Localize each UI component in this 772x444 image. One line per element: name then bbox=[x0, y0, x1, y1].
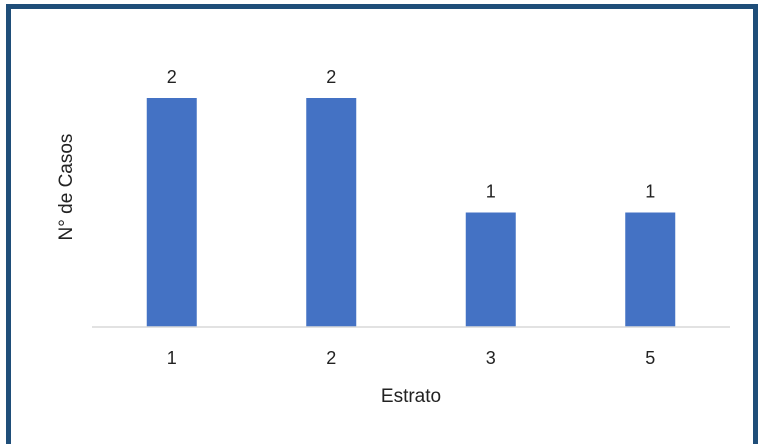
data-label-2: 2 bbox=[326, 67, 336, 87]
x-tick-2: 2 bbox=[326, 348, 336, 368]
data-label-3: 1 bbox=[486, 182, 496, 202]
y-axis-label: N° de Casos bbox=[56, 134, 77, 241]
bars-group bbox=[146, 98, 676, 327]
x-tick-3: 3 bbox=[486, 348, 496, 368]
x-tick-1: 1 bbox=[167, 348, 177, 368]
bar-5 bbox=[625, 212, 676, 327]
x-tick-labels: 1 2 3 5 bbox=[167, 348, 656, 368]
bar-3 bbox=[465, 212, 516, 327]
x-tick-5: 5 bbox=[645, 348, 655, 368]
x-axis-label: Estrato bbox=[381, 386, 441, 407]
bar-2 bbox=[306, 98, 357, 327]
data-label-5: 1 bbox=[645, 182, 655, 202]
data-label-1: 2 bbox=[167, 67, 177, 87]
data-labels-group: 2 2 1 1 bbox=[167, 67, 656, 202]
bar-1 bbox=[146, 98, 197, 327]
